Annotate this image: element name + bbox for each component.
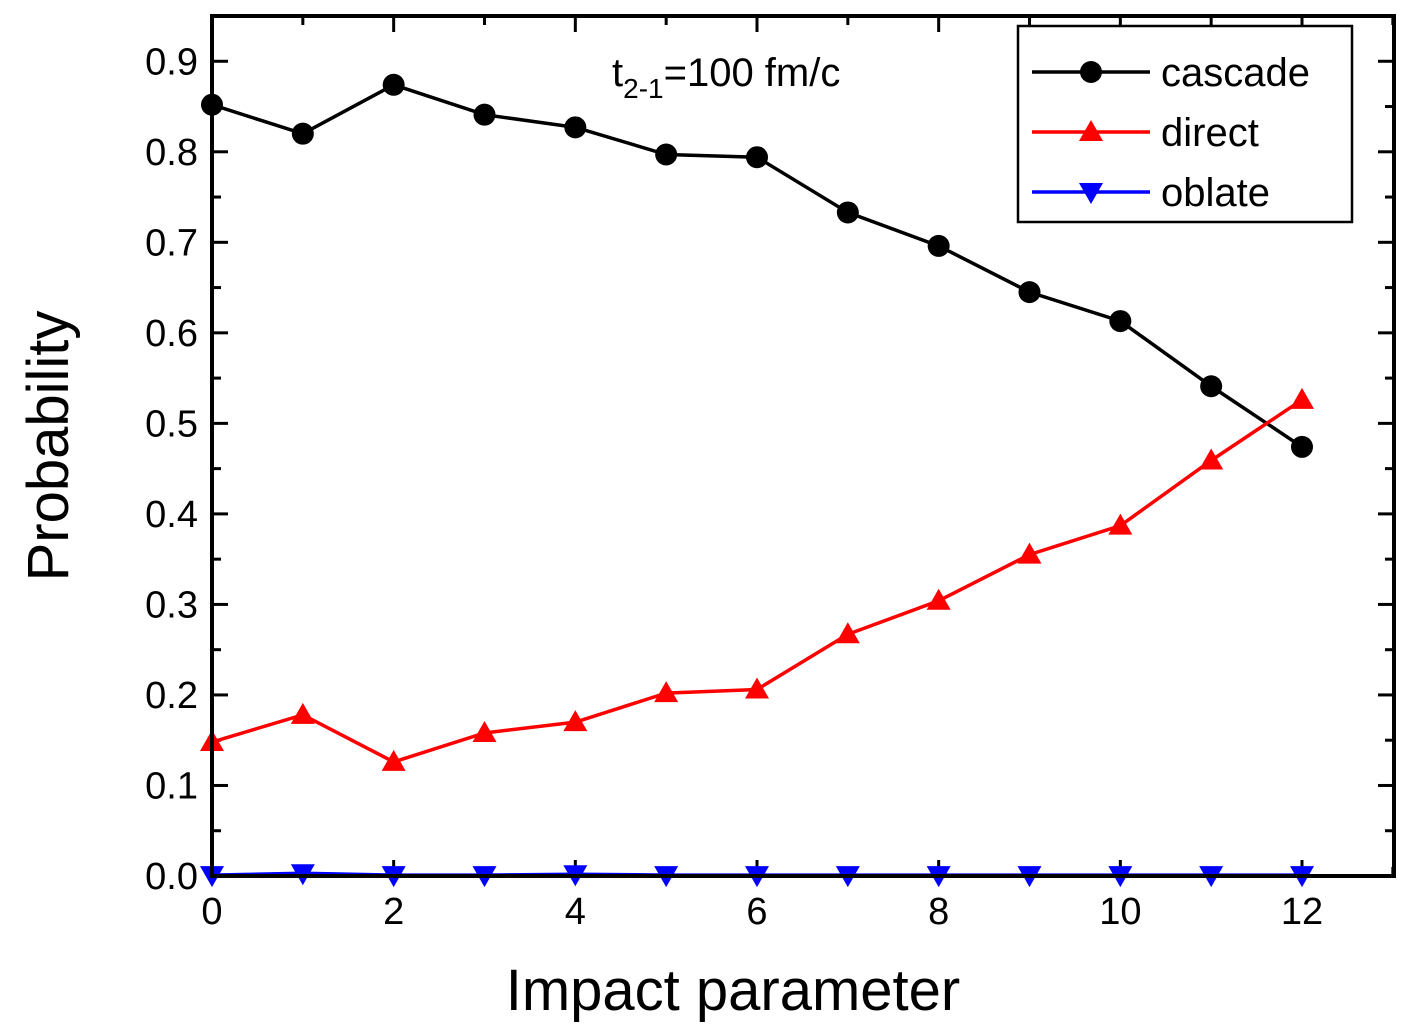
x-axis-title: Impact parameter: [506, 958, 961, 1023]
cascade-point: [655, 143, 678, 166]
direct-point: [472, 720, 497, 742]
legend-swatch-marker: [1080, 61, 1102, 83]
direct-point: [1199, 448, 1224, 470]
plot-series: [200, 73, 1314, 888]
direct-point: [1290, 387, 1314, 409]
y-tick-label: 0.6: [145, 313, 198, 355]
chart-annotation: t2-1=100 fm/c: [612, 51, 840, 104]
legend-item-oblate: oblate: [1032, 171, 1270, 215]
x-tick-labels: 0 2 4 6 8 10 12: [201, 891, 1323, 933]
y-tick-label: 0.4: [145, 494, 198, 536]
legend-swatch-marker: [1079, 183, 1103, 204]
cascade-point: [927, 234, 950, 257]
annotation-subscript: 2-1: [623, 73, 663, 104]
y-axis-title: Probability: [16, 311, 81, 582]
direct-point: [926, 588, 951, 610]
series-cascade: [201, 73, 1313, 458]
cascade-point: [1109, 310, 1132, 333]
cascade-point: [1200, 375, 1223, 398]
annotation-rest: =100 fm/c: [664, 51, 841, 95]
direct-point: [563, 710, 588, 732]
y-tick-label: 0.7: [145, 222, 198, 264]
x-tick-label: 10: [1099, 891, 1141, 933]
x-tick-label: 2: [383, 891, 404, 933]
cascade-point: [836, 201, 859, 224]
direct-point: [1108, 513, 1133, 535]
y-tick-label: 0.1: [145, 765, 198, 807]
cascade-point: [473, 103, 496, 126]
direct-point: [835, 622, 860, 644]
direct-point: [745, 677, 769, 699]
legend-label: oblate: [1161, 171, 1270, 215]
x-tick-label: 4: [565, 891, 586, 933]
direct-point: [1017, 542, 1042, 564]
legend-item-direct: direct: [1032, 111, 1259, 155]
direct-point: [290, 702, 315, 724]
series-direct: [200, 387, 1314, 771]
legend-item-cascade: cascade: [1032, 51, 1310, 95]
legend: cascade direct oblate: [1016, 24, 1354, 224]
legend-swatch-marker: [1079, 120, 1103, 141]
cascade-point: [291, 122, 314, 145]
y-tick-labels: 0.0 0.1 0.2 0.3 0.4 0.5 0.6 0.7 0.8 0.9: [145, 41, 198, 898]
x-tick-label: 12: [1281, 891, 1323, 933]
cascade-point: [382, 73, 405, 96]
y-tick-label: 0.9: [145, 41, 198, 83]
direct-point: [654, 681, 679, 703]
plot-frame: [210, 14, 1396, 878]
legend-label: cascade: [1161, 51, 1310, 95]
cascade-point: [564, 116, 587, 139]
y-tick-label: 0.5: [145, 403, 198, 445]
x-tick-label: 6: [746, 891, 767, 933]
cascade-point: [1291, 435, 1313, 458]
cascade-point: [746, 146, 768, 169]
legend-box: [1016, 24, 1354, 224]
cascade-point: [1018, 281, 1041, 304]
y-tick-label: 0.0: [145, 856, 198, 898]
annotation-base: t: [612, 51, 623, 95]
x-tick-label: 0: [201, 891, 222, 933]
x-tick-label: 8: [928, 891, 949, 933]
y-tick-label: 0.3: [145, 584, 198, 626]
legend-label: direct: [1161, 111, 1259, 155]
y-tick-label: 0.2: [145, 675, 198, 717]
direct-line: [211, 398, 1303, 764]
y-tick-label: 0.8: [145, 132, 198, 174]
direct-point: [381, 749, 406, 771]
